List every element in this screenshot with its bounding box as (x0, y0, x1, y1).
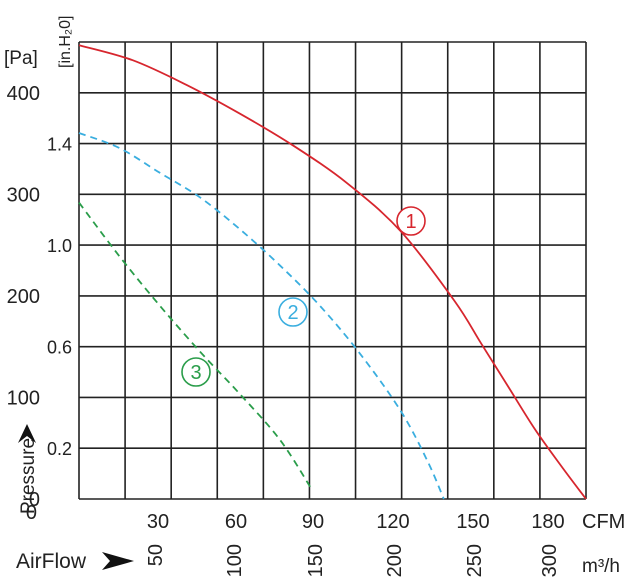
series-marker-circle-2 (278, 297, 308, 327)
y-tick-label-pa: 0 (29, 489, 40, 511)
series-line-2 (78, 132, 445, 500)
y-axis-title: Pressure (18, 438, 39, 514)
x-tick-label-m3h: 100 (224, 544, 246, 577)
x-unit-m3h: m³/h (582, 556, 620, 577)
x-tick-label-m3h: 200 (384, 544, 406, 577)
series-label-2: 2 (287, 302, 298, 324)
y-unit-pa: [Pa] (4, 48, 38, 69)
x-tick-label-cfm: 60 (225, 511, 247, 533)
x-tick-label-m3h: 50 (145, 544, 167, 566)
x-tick-label-m3h: 300 (539, 544, 561, 577)
y-tick-label-inh2o: 1.0 (47, 236, 72, 256)
grid (78, 41, 587, 500)
y-tick-label-inh2o: 1.4 (47, 135, 72, 155)
y-tick-label-inh2o: 0.6 (47, 338, 72, 358)
x-tick-label-cfm: 120 (376, 511, 409, 533)
x-tick-label-cfm: 30 (147, 511, 169, 533)
series-line-1 (78, 44, 587, 500)
x-tick-label-cfm: 150 (456, 511, 489, 533)
origin-label: 0 (26, 502, 37, 524)
x-axis-title: AirFlow (16, 550, 87, 573)
y-unit-inh2o: [in.H₂0] (57, 16, 74, 68)
x-tick-label-cfm: 90 (302, 511, 324, 533)
series-marker-circle-3 (181, 357, 211, 387)
y-tick-label-pa: 400 (7, 83, 40, 105)
series-line-3 (78, 201, 314, 491)
series-label-3: 3 (190, 362, 201, 384)
y-axis-arrow-icon (18, 424, 36, 443)
series-marker-circle-1 (396, 206, 426, 236)
x-tick-label-m3h: 150 (305, 544, 327, 577)
y-tick-label-pa: 300 (7, 184, 40, 206)
y-tick-label-inh2o: 0.2 (47, 439, 72, 459)
x-axis-arrow-icon (102, 552, 134, 570)
x-unit-cfm: CFM (582, 511, 625, 533)
y-tick-label-pa: 100 (7, 387, 40, 409)
x-tick-label-m3h: 250 (464, 544, 486, 577)
x-tick-label-cfm: 180 (531, 511, 564, 533)
series-label-1: 1 (405, 211, 416, 233)
y-tick-label-pa: 200 (7, 286, 40, 308)
